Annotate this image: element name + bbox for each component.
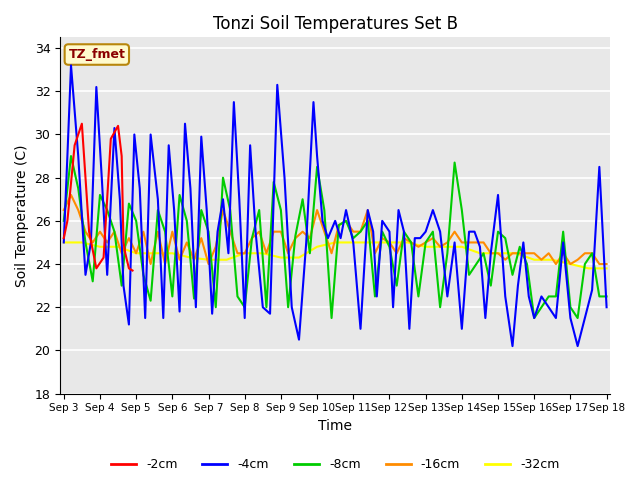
Legend: -2cm, -4cm, -8cm, -16cm, -32cm: -2cm, -4cm, -8cm, -16cm, -32cm <box>106 453 564 476</box>
Text: TZ_fmet: TZ_fmet <box>68 48 125 61</box>
Y-axis label: Soil Temperature (C): Soil Temperature (C) <box>15 144 29 287</box>
Title: Tonzi Soil Temperatures Set B: Tonzi Soil Temperatures Set B <box>212 15 458 33</box>
X-axis label: Time: Time <box>318 419 352 433</box>
